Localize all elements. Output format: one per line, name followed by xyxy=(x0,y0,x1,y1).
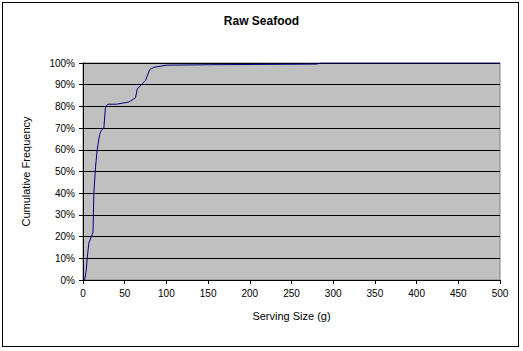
svg-text:250: 250 xyxy=(283,288,300,299)
svg-text:60%: 60% xyxy=(55,144,75,155)
svg-text:400: 400 xyxy=(408,288,425,299)
svg-text:150: 150 xyxy=(200,288,217,299)
svg-text:300: 300 xyxy=(325,288,342,299)
svg-text:70%: 70% xyxy=(55,123,75,134)
svg-text:Serving Size (g): Serving Size (g) xyxy=(252,310,330,322)
svg-text:20%: 20% xyxy=(55,231,75,242)
svg-text:0%: 0% xyxy=(61,275,76,286)
svg-text:100: 100 xyxy=(158,288,175,299)
svg-text:10%: 10% xyxy=(55,253,75,264)
svg-text:100%: 100% xyxy=(49,58,75,69)
svg-text:350: 350 xyxy=(367,288,384,299)
svg-text:200: 200 xyxy=(241,288,258,299)
svg-text:90%: 90% xyxy=(55,79,75,90)
svg-text:Raw Seafood: Raw Seafood xyxy=(224,14,299,28)
svg-text:40%: 40% xyxy=(55,188,75,199)
svg-text:30%: 30% xyxy=(55,209,75,220)
svg-text:500: 500 xyxy=(492,288,509,299)
svg-text:80%: 80% xyxy=(55,101,75,112)
svg-text:Cumulative Frequency: Cumulative Frequency xyxy=(20,116,32,227)
svg-text:50%: 50% xyxy=(55,166,75,177)
svg-text:450: 450 xyxy=(450,288,467,299)
svg-text:0: 0 xyxy=(80,288,86,299)
svg-text:50: 50 xyxy=(119,288,131,299)
